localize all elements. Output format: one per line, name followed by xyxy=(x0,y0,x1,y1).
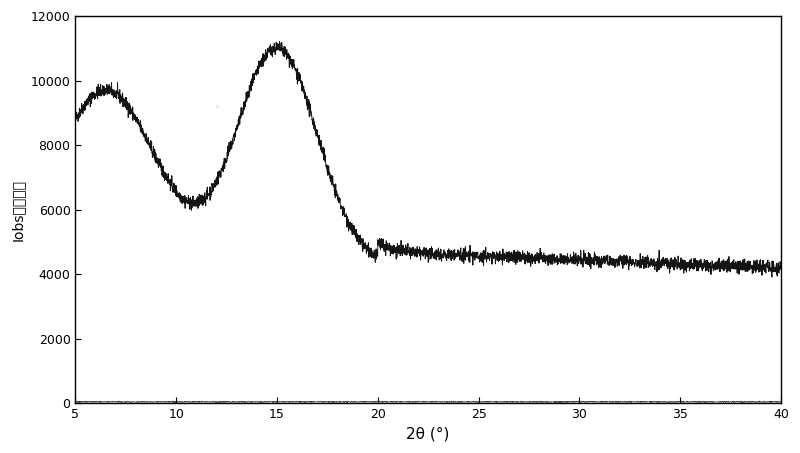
Y-axis label: Iobs（计数）: Iobs（计数） xyxy=(11,179,25,241)
X-axis label: 2θ (°): 2θ (°) xyxy=(406,427,450,442)
